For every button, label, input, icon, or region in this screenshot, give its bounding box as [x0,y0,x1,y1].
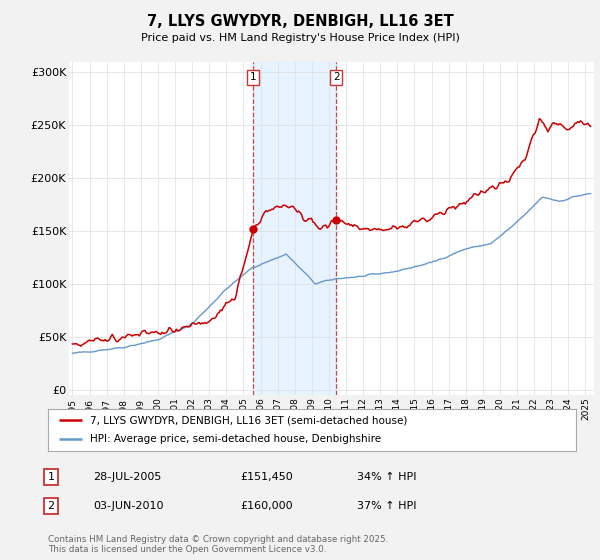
Text: £151,450: £151,450 [240,472,293,482]
Text: 1: 1 [250,72,256,82]
Text: 7, LLYS GWYDYR, DENBIGH, LL16 3ET (semi-detached house): 7, LLYS GWYDYR, DENBIGH, LL16 3ET (semi-… [90,415,407,425]
Text: 7, LLYS GWYDYR, DENBIGH, LL16 3ET: 7, LLYS GWYDYR, DENBIGH, LL16 3ET [146,14,454,29]
Text: 2: 2 [47,501,55,511]
Text: 37% ↑ HPI: 37% ↑ HPI [357,501,416,511]
Text: 03-JUN-2010: 03-JUN-2010 [93,501,163,511]
Text: 2: 2 [333,72,340,82]
Text: Price paid vs. HM Land Registry's House Price Index (HPI): Price paid vs. HM Land Registry's House … [140,33,460,43]
Text: HPI: Average price, semi-detached house, Denbighshire: HPI: Average price, semi-detached house,… [90,435,382,445]
Text: 34% ↑ HPI: 34% ↑ HPI [357,472,416,482]
Text: Contains HM Land Registry data © Crown copyright and database right 2025.
This d: Contains HM Land Registry data © Crown c… [48,535,388,554]
Text: 1: 1 [47,472,55,482]
Text: 28-JUL-2005: 28-JUL-2005 [93,472,161,482]
Bar [253,62,336,395]
Text: £160,000: £160,000 [240,501,293,511]
